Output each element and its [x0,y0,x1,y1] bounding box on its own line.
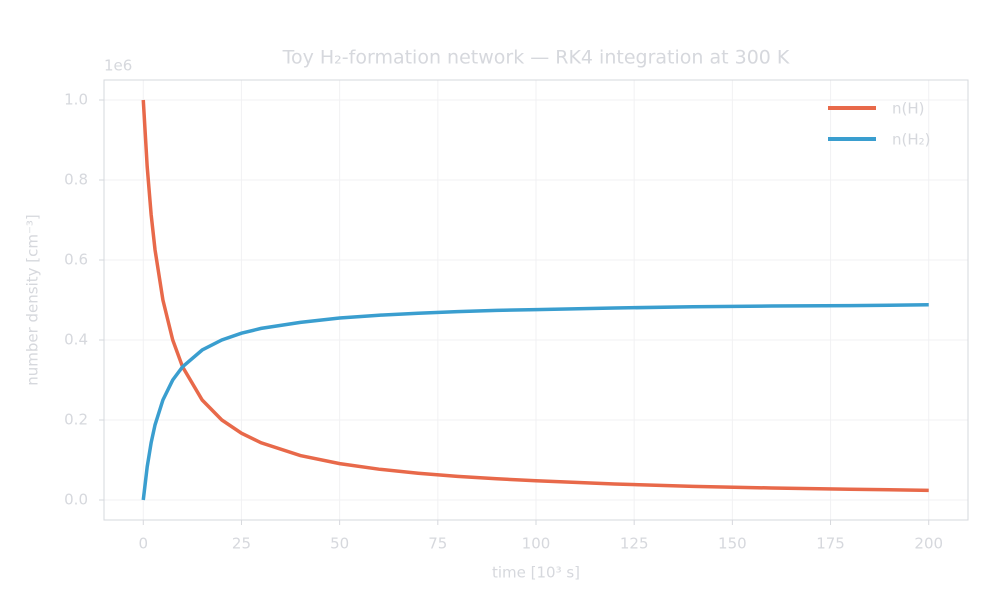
y-tick-label: 0.6 [64,251,88,269]
x-tick-label: 200 [914,535,943,553]
plot-frame [103,79,969,521]
y-tick-label: 0.4 [64,331,88,349]
x-axis-label: time [10³ s] [492,564,580,582]
x-tick-label: 125 [620,535,649,553]
x-tick-label: 0 [138,535,148,553]
y-tick-label: 0.2 [64,411,88,429]
x-tick-label: 75 [428,535,447,553]
y-offset-label: 1e6 [104,57,132,75]
x-tick-label: 150 [718,535,747,553]
chart-title: Toy H₂-formation network — RK4 integrati… [282,47,790,69]
x-tick-label: 50 [330,535,349,553]
y-axis-label: number density [cm⁻³] [24,214,42,386]
y-tick-label: 0.0 [64,491,88,509]
y-tick-label: 0.8 [64,171,88,189]
legend-label: n(H₂) [892,131,931,149]
x-tick-label: 25 [232,535,251,553]
x-tick-label: 175 [816,535,845,553]
x-tick-label: 100 [522,535,551,553]
y-tick-label: 1.0 [64,91,88,109]
legend-label: n(H) [892,100,925,118]
data-line [141,99,929,493]
data-line [141,303,929,501]
